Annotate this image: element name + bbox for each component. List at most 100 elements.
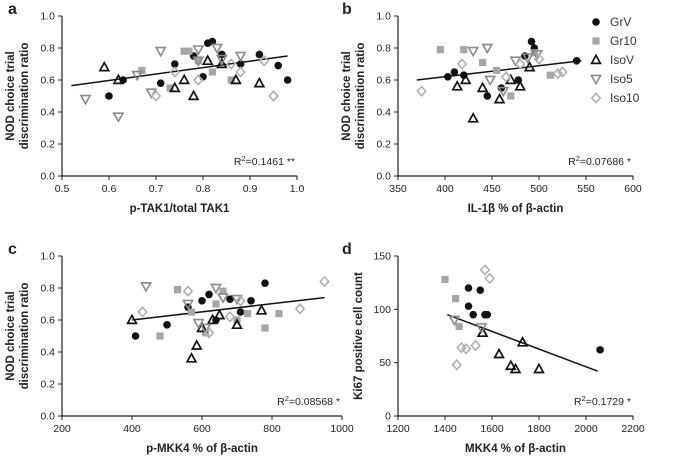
y-axis-label: NOD choice trial (5, 51, 17, 140)
legend-marker (590, 74, 602, 86)
data-point (138, 66, 146, 74)
data-point (497, 86, 510, 98)
data-point (479, 264, 491, 276)
x-tick-label: 1400 (433, 423, 457, 435)
x-tick-label: 600 (193, 423, 211, 435)
data-point (521, 53, 534, 64)
data-point (192, 56, 205, 68)
data-point (261, 324, 269, 332)
regression-line (447, 313, 599, 372)
legend-label: Iso10 (610, 91, 640, 105)
legend-item-iso10: Iso10 (590, 91, 640, 105)
y-tick-label: 0.6 (40, 315, 55, 327)
data-point (493, 66, 501, 74)
legend-item-iso5: Iso5 (590, 72, 633, 86)
legend-item-gr10: Gr10 (592, 34, 637, 48)
data-point (218, 50, 226, 59)
series-isov (451, 60, 536, 123)
data-point (201, 54, 214, 66)
series-iso10 (451, 264, 495, 371)
data-point (509, 362, 522, 374)
r-squared-value: =0.07686 * (580, 156, 631, 168)
panel-b: b 350 400 450 500 550 600 0.0 0.2 0.4 0.6 0.8 1.0 IL-… (341, 1, 642, 215)
r-squared-base: R (568, 156, 576, 168)
x-tick-label: 200 (53, 423, 71, 435)
panel-a: a 0.5 0.6 0.7 0.8 0.9 1.0 0.0 0.2 0.4 0.6 0.8 1.0 p-T… (5, 1, 304, 215)
r-squared-exponent: 2 (576, 154, 580, 163)
data-point (187, 308, 196, 316)
data-point (168, 81, 181, 93)
data-point (156, 79, 165, 87)
data-point (455, 322, 463, 330)
data-point (319, 275, 330, 288)
data-point (294, 303, 306, 315)
legend-marker (592, 37, 600, 45)
data-point (140, 281, 152, 293)
data-point (464, 302, 473, 310)
x-axis-label: MKK4 % of β-actin (465, 443, 566, 455)
data-point (173, 286, 182, 294)
data-point (504, 359, 517, 371)
x-tick-label: 350 (389, 183, 407, 195)
r-squared-annotation: R2=0.07686 * (568, 154, 631, 168)
data-point (460, 343, 472, 355)
data-point (476, 326, 489, 338)
legend-item-isov: IsoV (590, 53, 634, 67)
y-tick-label: 1.0 (376, 11, 391, 23)
y-axis-label: discrimination ratio (355, 43, 367, 150)
data-point (166, 84, 174, 92)
data-point (224, 311, 236, 323)
x-tick-label: 450 (483, 183, 501, 195)
data-point (451, 295, 460, 303)
y-tick-label: 0 (385, 411, 391, 423)
data-point (416, 85, 427, 97)
data-point (126, 313, 138, 325)
data-point (208, 68, 216, 76)
y-tick-label: 1.0 (40, 11, 55, 23)
r-squared-annotation: R2=0.1729 * (574, 394, 631, 408)
x-tick-label: 1200 (386, 423, 410, 435)
x-tick-label: 600 (624, 183, 642, 195)
y-axis-label: discrimination ratio (19, 283, 31, 390)
data-point (230, 73, 242, 85)
data-point (546, 71, 554, 79)
data-point (217, 293, 229, 304)
x-tick-label: 0.5 (55, 183, 70, 195)
data-point (253, 76, 266, 88)
panel-c: c 200 400 600 800 1000 0.0 0.2 0.4 0.6 0.8 1.0 p-MKK… (5, 241, 354, 455)
data-point (469, 310, 478, 319)
data-point (112, 73, 125, 85)
data-point (112, 112, 125, 124)
r-squared-base: R (574, 396, 582, 408)
data-point (493, 92, 506, 104)
data-point (436, 46, 444, 54)
r-squared-value: =0.1461 ** (246, 156, 295, 168)
series-iso10 (416, 53, 568, 97)
data-point (476, 286, 485, 294)
y-tick-label: 0.4 (40, 107, 55, 119)
data-point (533, 53, 545, 65)
data-point (178, 73, 191, 85)
data-point (194, 57, 202, 65)
data-point (182, 285, 194, 297)
y-tick-label: 150 (373, 251, 391, 263)
regression-line (131, 296, 325, 321)
data-point (467, 46, 480, 58)
data-point (450, 68, 459, 76)
data-point (208, 37, 217, 46)
data-point (243, 310, 252, 318)
data-point (226, 295, 234, 304)
y-tick-label: 0.8 (40, 283, 55, 295)
data-point (198, 297, 206, 305)
data-point (131, 70, 144, 82)
x-tick-label: 1000 (330, 423, 354, 435)
data-point (470, 339, 481, 352)
y-tick-label: 0.6 (376, 75, 391, 87)
data-point (235, 66, 246, 78)
legend-marker (590, 53, 602, 65)
data-point (274, 61, 283, 70)
data-point (552, 67, 564, 80)
y-tick-label: 0.6 (40, 75, 55, 87)
data-point (451, 80, 464, 91)
